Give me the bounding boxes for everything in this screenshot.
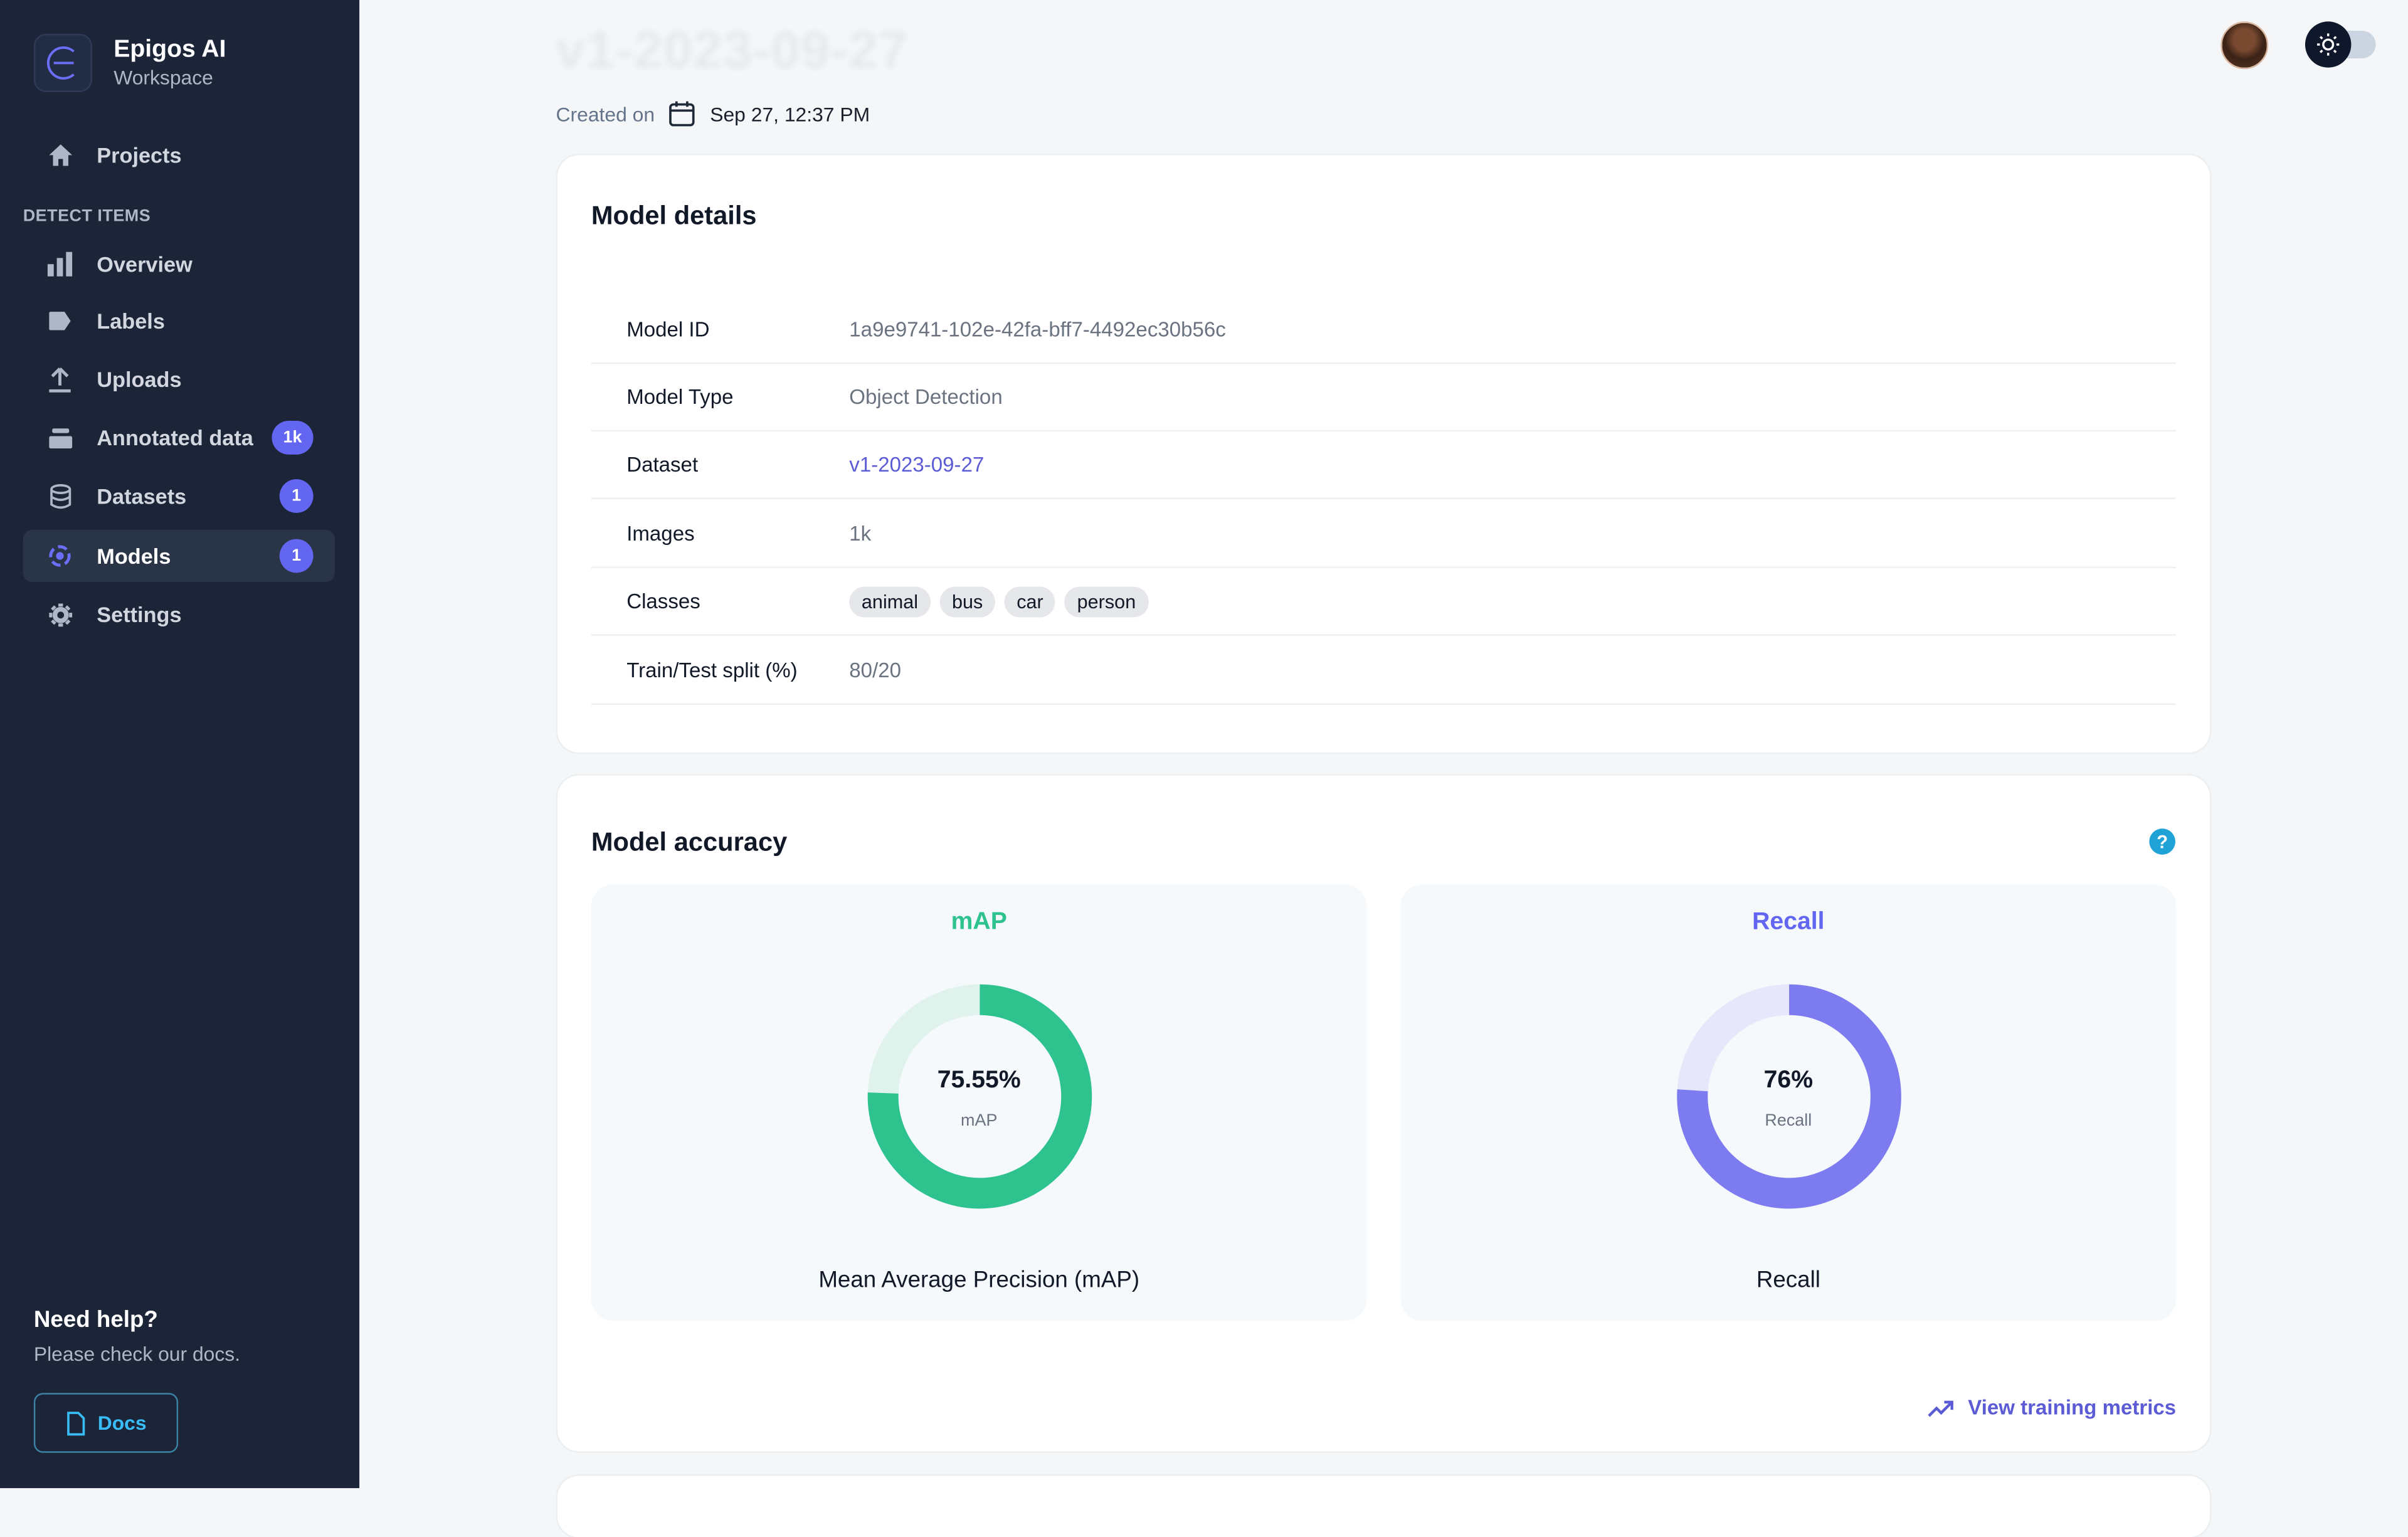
detail-key: Train/Test split (%) [626, 658, 798, 682]
svg-text:?: ? [2157, 832, 2168, 853]
detail-row-train-test-split: Train/Test split (%) 80/20 [591, 637, 2177, 705]
sidebar-item-labels[interactable]: Labels [23, 295, 335, 347]
page-title: v1-2023-09-27 [556, 21, 909, 80]
map-value-label: mAP [961, 1112, 998, 1131]
map-value: 75.55% [937, 1067, 1021, 1094]
gear-icon [23, 601, 97, 628]
sidebar-section-label: DETECT ITEMS [23, 207, 151, 226]
detail-row-images: Images 1k [591, 500, 2177, 569]
map-donut-arc [867, 984, 1092, 1209]
sidebar-item-label: Uploads [97, 367, 182, 392]
brand-logo-icon [33, 33, 92, 92]
sidebar-item-label: Models [97, 543, 171, 569]
model-icon [23, 544, 97, 568]
sidebar-item-label: Settings [97, 602, 182, 627]
detail-key: Images [626, 522, 695, 546]
recall-value-label: Recall [1765, 1112, 1812, 1131]
view-training-metrics-link[interactable]: View training metrics [1928, 1396, 2177, 1419]
model-accuracy-title: Model accuracy [591, 828, 788, 857]
sidebar-item-label: Annotated data [97, 425, 253, 450]
detail-key: Model Type [626, 385, 734, 409]
created-prefix: Created on [556, 102, 655, 125]
detail-key: Model ID [626, 317, 710, 341]
sidebar-item-label: Labels [97, 309, 165, 334]
database-icon [23, 483, 97, 509]
recall-caption: Recall [1756, 1267, 1820, 1294]
sidebar-item-label: Overview [97, 251, 193, 277]
view-training-metrics-label: View training metrics [1968, 1396, 2177, 1419]
tag-icon [23, 310, 97, 332]
model-details-card: Model details Model ID 1a9e9741-102e-42f… [557, 155, 2210, 753]
theme-toggle[interactable] [2305, 21, 2376, 68]
map-metric-card: mAP 75.55% mAP Mean Average Precision (m… [591, 884, 1367, 1321]
models-count-badge: 1 [279, 539, 314, 573]
sidebar-item-models[interactable]: Models 1 [23, 529, 335, 583]
sidebar-item-uploads[interactable]: Uploads [23, 353, 335, 405]
detail-value: Object Detection [849, 385, 1003, 409]
model-accuracy-card: Model accuracy ? mAP 75.55% mAP Mean Ave… [557, 775, 2210, 1452]
sidebar: Epigos AI Workspace Projects DETECT ITEM… [0, 0, 360, 1489]
annotated-count-badge: 1k [272, 421, 314, 455]
class-chip: bus [939, 586, 995, 617]
help-subtitle: Please check our docs. [33, 1342, 241, 1366]
class-chip: car [1004, 586, 1056, 617]
docs-button[interactable]: Docs [33, 1393, 179, 1453]
dataset-link[interactable]: v1-2023-09-27 [849, 453, 985, 477]
recall-metric-card: Recall 76% Recall Recall [1400, 884, 2177, 1321]
detail-row-model-type: Model Type Object Detection [591, 364, 2177, 432]
detail-key: Classes [626, 589, 700, 613]
next-card [557, 1476, 2210, 1537]
recall-donut-arc [1677, 984, 1901, 1209]
help-title: Need help? [33, 1307, 158, 1333]
detail-value: 80/20 [849, 658, 902, 682]
upload-icon [23, 366, 97, 393]
detail-row-model-id: Model ID 1a9e9741-102e-42fa-bff7-4492ec3… [591, 297, 2177, 364]
map-caption: Mean Average Precision (mAP) [818, 1267, 1140, 1294]
brand[interactable]: Epigos AI Workspace [33, 33, 226, 92]
sidebar-item-label: Projects [97, 142, 182, 167]
map-donut-chart [867, 984, 1092, 1209]
recall-value: 76% [1763, 1067, 1814, 1094]
created-on: Created on Sep 27, 12:37 PM [556, 98, 870, 129]
map-heading: mAP [951, 909, 1007, 936]
sidebar-item-label: Datasets [97, 483, 187, 509]
trend-line-icon [1928, 1400, 1954, 1417]
help-icon[interactable]: ? [2148, 828, 2176, 855]
sidebar-item-overview[interactable]: Overview [23, 238, 335, 290]
layers-icon [23, 426, 97, 450]
recall-donut-chart [1677, 984, 1901, 1209]
calendar-icon [669, 101, 695, 127]
document-icon [66, 1411, 85, 1435]
home-icon [23, 143, 97, 167]
bar-chart-icon [23, 251, 97, 277]
detail-row-dataset: Dataset v1-2023-09-27 [591, 431, 2177, 499]
detail-value: 1k [849, 522, 872, 546]
sun-icon [2305, 21, 2352, 68]
detail-row-classes: Classes animal bus car person [591, 568, 2177, 636]
avatar[interactable] [2221, 21, 2269, 70]
brand-name: Epigos AI [114, 36, 226, 63]
sidebar-item-datasets[interactable]: Datasets 1 [23, 470, 335, 522]
sidebar-item-projects[interactable]: Projects [23, 129, 335, 181]
docs-button-label: Docs [97, 1411, 147, 1435]
created-date: Sep 27, 12:37 PM [710, 102, 870, 125]
class-chips: animal bus car person [849, 586, 1157, 617]
class-chip: person [1065, 586, 1148, 617]
sidebar-item-annotated-data[interactable]: Annotated data 1k [23, 411, 335, 463]
detail-value: 1a9e9741-102e-42fa-bff7-4492ec30b56c [849, 317, 1226, 341]
recall-heading: Recall [1752, 909, 1825, 936]
detail-key: Dataset [626, 453, 699, 477]
brand-subtitle: Workspace [114, 66, 213, 90]
model-details-title: Model details [591, 201, 757, 231]
sidebar-item-settings[interactable]: Settings [23, 588, 335, 640]
datasets-count-badge: 1 [279, 479, 314, 513]
class-chip: animal [849, 586, 931, 617]
